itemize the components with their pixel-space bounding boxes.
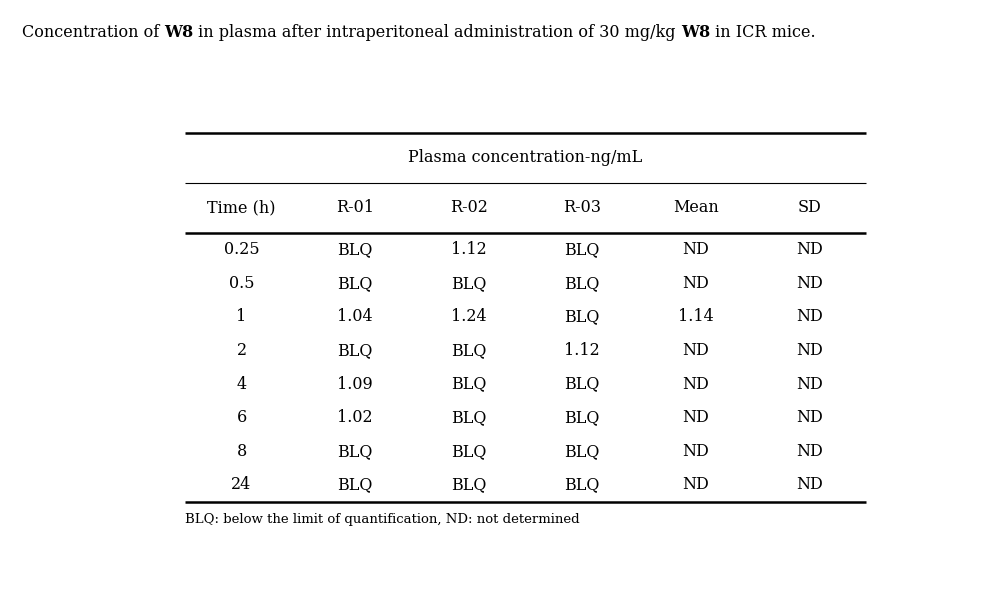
Text: Mean: Mean bbox=[673, 200, 718, 216]
Text: 1: 1 bbox=[236, 308, 247, 326]
Text: BLQ: BLQ bbox=[564, 376, 600, 392]
Text: 1.14: 1.14 bbox=[678, 308, 713, 326]
Text: 4: 4 bbox=[236, 376, 247, 392]
Text: 1.24: 1.24 bbox=[451, 308, 486, 326]
Text: 1.12: 1.12 bbox=[451, 241, 486, 258]
Text: 2: 2 bbox=[236, 342, 247, 359]
Text: ND: ND bbox=[683, 342, 709, 359]
Text: 6: 6 bbox=[236, 409, 247, 426]
Text: BLQ: BLQ bbox=[451, 342, 486, 359]
Text: ND: ND bbox=[796, 241, 823, 258]
Text: BLQ: BLQ bbox=[451, 409, 486, 426]
Text: BLQ: BLQ bbox=[564, 477, 600, 494]
Text: BLQ: BLQ bbox=[338, 477, 372, 494]
Text: ND: ND bbox=[796, 376, 823, 392]
Text: in ICR mice.: in ICR mice. bbox=[710, 24, 816, 41]
Text: BLQ: BLQ bbox=[564, 409, 600, 426]
Text: ND: ND bbox=[683, 477, 709, 494]
Text: 8: 8 bbox=[236, 443, 247, 460]
Text: BLQ: BLQ bbox=[451, 443, 486, 460]
Text: ND: ND bbox=[796, 275, 823, 292]
Text: BLQ: BLQ bbox=[338, 241, 372, 258]
Text: ND: ND bbox=[796, 443, 823, 460]
Text: W8: W8 bbox=[164, 24, 194, 41]
Text: 1.04: 1.04 bbox=[337, 308, 372, 326]
Text: R-02: R-02 bbox=[450, 200, 488, 216]
Text: SD: SD bbox=[797, 200, 821, 216]
Text: Time (h): Time (h) bbox=[207, 200, 276, 216]
Text: ND: ND bbox=[796, 342, 823, 359]
Text: 1.02: 1.02 bbox=[337, 409, 372, 426]
Text: 1.12: 1.12 bbox=[564, 342, 600, 359]
Text: BLQ: below the limit of quantification, ND: not determined: BLQ: below the limit of quantification, … bbox=[185, 513, 579, 526]
Text: BLQ: BLQ bbox=[564, 443, 600, 460]
Text: in plasma after intraperitoneal administration of 30 mg/kg: in plasma after intraperitoneal administ… bbox=[194, 24, 681, 41]
Text: BLQ: BLQ bbox=[451, 275, 486, 292]
Text: Concentration of: Concentration of bbox=[22, 24, 164, 41]
Text: R-01: R-01 bbox=[336, 200, 374, 216]
Text: ND: ND bbox=[796, 409, 823, 426]
Text: BLQ: BLQ bbox=[338, 443, 372, 460]
Text: W8: W8 bbox=[681, 24, 710, 41]
Text: ND: ND bbox=[796, 477, 823, 494]
Text: BLQ: BLQ bbox=[338, 275, 372, 292]
Text: BLQ: BLQ bbox=[564, 241, 600, 258]
Text: 0.5: 0.5 bbox=[229, 275, 254, 292]
Text: ND: ND bbox=[683, 275, 709, 292]
Text: 24: 24 bbox=[231, 477, 252, 494]
Text: ND: ND bbox=[683, 443, 709, 460]
Text: 1.09: 1.09 bbox=[337, 376, 373, 392]
Text: ND: ND bbox=[683, 241, 709, 258]
Text: ND: ND bbox=[796, 308, 823, 326]
Text: ND: ND bbox=[683, 376, 709, 392]
Text: Plasma concentration-ng/mL: Plasma concentration-ng/mL bbox=[408, 149, 642, 166]
Text: BLQ: BLQ bbox=[564, 308, 600, 326]
Text: ND: ND bbox=[683, 409, 709, 426]
Text: BLQ: BLQ bbox=[338, 342, 372, 359]
Text: 0.25: 0.25 bbox=[223, 241, 260, 258]
Text: BLQ: BLQ bbox=[451, 376, 486, 392]
Text: BLQ: BLQ bbox=[451, 477, 486, 494]
Text: R-03: R-03 bbox=[563, 200, 602, 216]
Text: BLQ: BLQ bbox=[564, 275, 600, 292]
